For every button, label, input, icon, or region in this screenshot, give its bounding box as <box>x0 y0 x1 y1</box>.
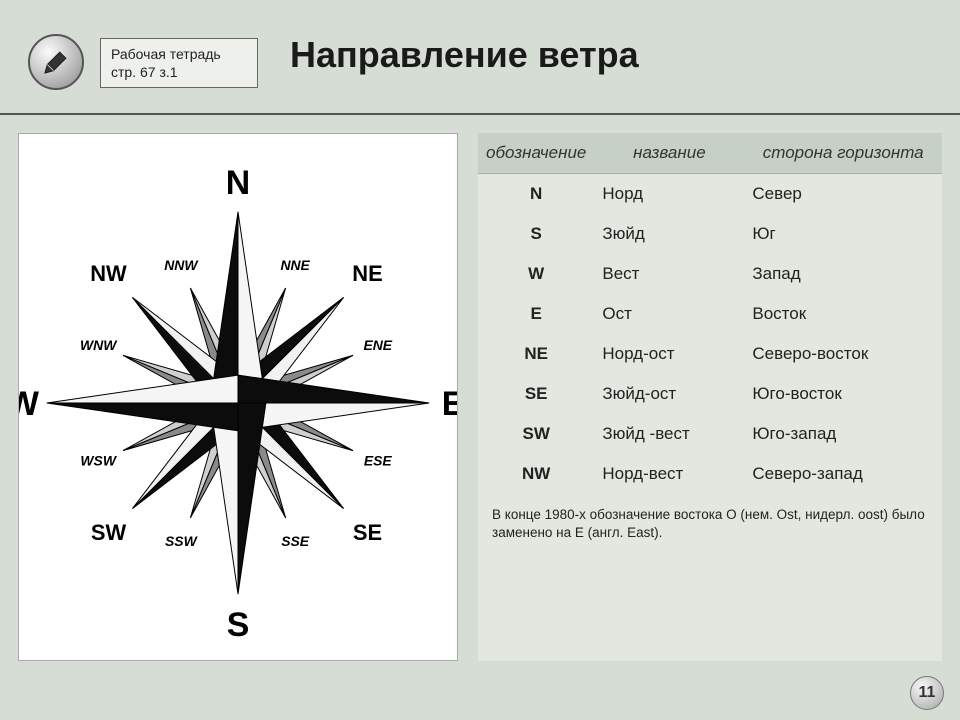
table-panel: обозначение название сторона горизонта N… <box>478 133 942 661</box>
table-header-row: обозначение название сторона горизонта <box>478 133 942 174</box>
cell-name: Зюйд -вест <box>594 414 744 454</box>
content-row: NSEWNESESWNWNNEENEESESSESSWWSWWNWNNW обо… <box>0 115 960 661</box>
svg-text:W: W <box>19 385 39 423</box>
cell-side: Север <box>744 174 942 215</box>
cell-code: NE <box>478 334 594 374</box>
col-name: название <box>594 133 744 174</box>
cell-name: Зюйд-ост <box>594 374 744 414</box>
svg-text:S: S <box>227 606 250 644</box>
col-side: сторона горизонта <box>744 133 942 174</box>
cell-side: Юг <box>744 214 942 254</box>
table-row: WВестЗапад <box>478 254 942 294</box>
cell-code: W <box>478 254 594 294</box>
page-title: Направление ветра <box>290 34 639 76</box>
svg-text:SSE: SSE <box>281 533 310 549</box>
table-row: SWЗюйд -вестЮго-запад <box>478 414 942 454</box>
cell-name: Вест <box>594 254 744 294</box>
svg-text:WNW: WNW <box>80 337 118 353</box>
cell-name: Норд-вест <box>594 454 744 494</box>
table-row: NWНорд-вестСеверо-запад <box>478 454 942 494</box>
cell-side: Восток <box>744 294 942 334</box>
pen-icon <box>28 34 84 90</box>
cell-code: S <box>478 214 594 254</box>
cell-name: Норд-ост <box>594 334 744 374</box>
page-number: 11 <box>910 676 944 710</box>
header: Рабочая тетрадь стр. 67 з.1 Направление … <box>0 0 960 115</box>
svg-text:NW: NW <box>90 261 127 286</box>
cell-name: Ост <box>594 294 744 334</box>
cell-name: Зюйд <box>594 214 744 254</box>
cell-side: Юго-запад <box>744 414 942 454</box>
cell-code: NW <box>478 454 594 494</box>
svg-text:SE: SE <box>353 520 382 545</box>
table-row: EОстВосток <box>478 294 942 334</box>
col-code: обозначение <box>478 133 594 174</box>
svg-text:ENE: ENE <box>363 337 392 353</box>
table-row: SEЗюйд-остЮго-восток <box>478 374 942 414</box>
cell-side: Юго-восток <box>744 374 942 414</box>
table-row: NEНорд-остСеверо-восток <box>478 334 942 374</box>
slide-page: Рабочая тетрадь стр. 67 з.1 Направление … <box>0 0 960 720</box>
svg-text:WSW: WSW <box>80 453 117 469</box>
workbook-note: Рабочая тетрадь стр. 67 з.1 <box>100 38 258 88</box>
cell-code: SW <box>478 414 594 454</box>
svg-text:SSW: SSW <box>165 533 199 549</box>
cell-side: Запад <box>744 254 942 294</box>
compass-panel: NSEWNESESWNWNNEENEESESSESSWWSWWNWNNW <box>18 133 458 661</box>
cell-side: Северо-восток <box>744 334 942 374</box>
footnote: В конце 1980-х обозначение востока O (не… <box>478 494 942 550</box>
svg-text:NE: NE <box>352 261 382 286</box>
svg-text:SW: SW <box>91 520 127 545</box>
cell-code: E <box>478 294 594 334</box>
directions-table: обозначение название сторона горизонта N… <box>478 133 942 494</box>
table-row: NНордСевер <box>478 174 942 215</box>
svg-text:E: E <box>442 385 457 423</box>
cell-side: Северо-запад <box>744 454 942 494</box>
svg-text:N: N <box>226 164 250 202</box>
cell-code: SE <box>478 374 594 414</box>
note-line1: Рабочая тетрадь <box>111 45 247 63</box>
svg-text:NNW: NNW <box>164 257 199 273</box>
svg-text:ESE: ESE <box>364 453 393 469</box>
note-line2: стр. 67 з.1 <box>111 63 247 81</box>
compass-rose: NSEWNESESWNWNNEENEESESSESSWWSWWNWNNW <box>19 134 457 660</box>
table-row: SЗюйдЮг <box>478 214 942 254</box>
cell-name: Норд <box>594 174 744 215</box>
cell-code: N <box>478 174 594 215</box>
svg-text:NNE: NNE <box>280 257 310 273</box>
